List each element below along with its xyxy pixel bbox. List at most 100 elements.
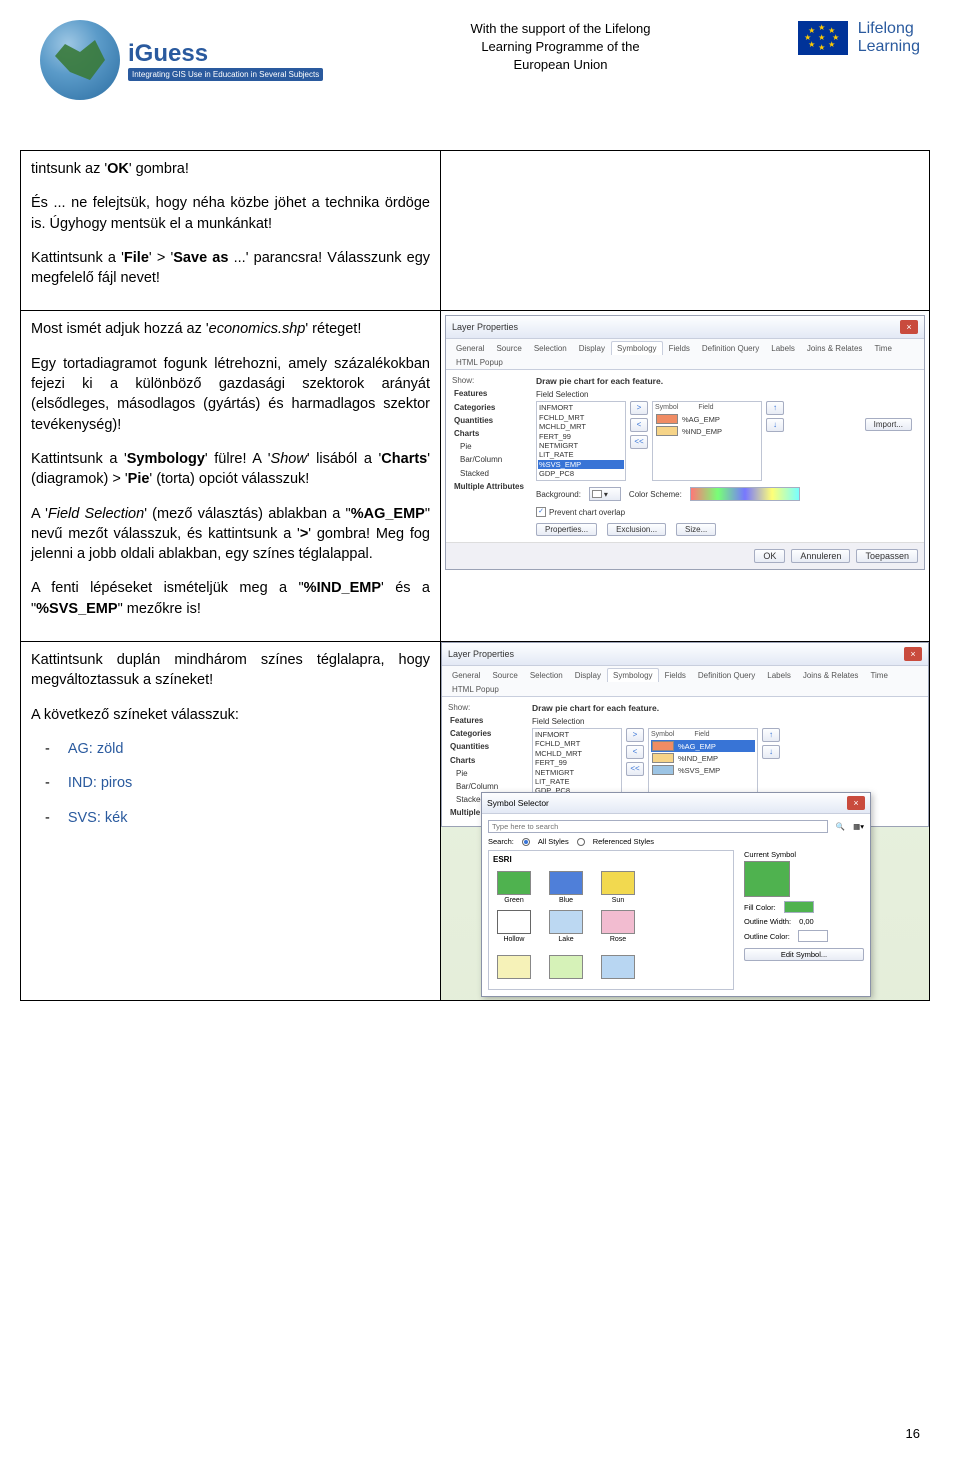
remove-field-button[interactable]: < <box>626 745 644 759</box>
field-item[interactable]: GDP_PC8 <box>538 469 624 478</box>
field-item[interactable]: INFMORT <box>538 403 624 412</box>
move-up-button[interactable]: ↑ <box>766 401 784 415</box>
dialog-footer-button[interactable]: Toepassen <box>856 549 918 563</box>
tab-definition-query[interactable]: Definition Query <box>696 341 765 355</box>
field-item[interactable]: MCHLD_MRT <box>534 749 620 758</box>
show-item[interactable]: Pie <box>452 440 530 453</box>
outline-color-button[interactable] <box>798 930 828 942</box>
search-input[interactable] <box>488 820 828 833</box>
show-item[interactable]: Quantities <box>448 740 526 753</box>
show-item[interactable]: Categories <box>448 727 526 740</box>
show-item[interactable]: Stacked <box>452 467 530 480</box>
show-item[interactable]: Bar/Column <box>452 453 530 466</box>
field-item[interactable]: FERT_99 <box>538 432 624 441</box>
close-icon[interactable]: × <box>847 796 865 810</box>
edit-symbol-button[interactable]: Edit Symbol... <box>744 948 864 961</box>
tab-labels[interactable]: Labels <box>765 341 801 355</box>
field-item[interactable]: %SVS_EMP <box>538 460 624 469</box>
dialog-footer-button[interactable]: Annuleren <box>791 549 850 563</box>
tab-fields[interactable]: Fields <box>659 668 692 682</box>
show-item[interactable]: Features <box>452 387 530 400</box>
ref-styles-radio[interactable] <box>577 838 585 846</box>
dialog-button[interactable]: Size... <box>676 523 716 536</box>
show-item[interactable]: Charts <box>448 754 526 767</box>
close-icon[interactable]: × <box>904 647 922 661</box>
field-list[interactable]: INFMORTFCHLD_MRTMCHLD_MRTFERT_99NETMIGRT… <box>536 401 626 481</box>
move-down-button[interactable]: ↓ <box>766 418 784 432</box>
all-styles-radio[interactable] <box>522 838 530 846</box>
dialog-footer-button[interactable]: OK <box>754 549 785 563</box>
color-scheme-select[interactable] <box>690 487 800 501</box>
background-color-button[interactable]: ▾ <box>589 487 621 501</box>
tab-selection[interactable]: Selection <box>528 341 573 355</box>
swatch-item[interactable]: Lake <box>545 910 587 943</box>
field-item[interactable]: FERT_99 <box>534 758 620 767</box>
symbol-item[interactable]: %IND_EMP <box>651 752 755 764</box>
tab-html-popup[interactable]: HTML Popup <box>450 355 509 369</box>
symbol-item[interactable]: %SVS_EMP <box>651 764 755 776</box>
swatch-item[interactable]: Hollow <box>493 910 535 943</box>
swatch-item[interactable]: Blue <box>545 871 587 904</box>
table-row: Most ismét adjuk hozzá az 'economics.shp… <box>20 310 930 641</box>
remove-field-button[interactable]: < <box>630 418 648 432</box>
dialog-titlebar[interactable]: Symbol Selector × <box>482 793 870 814</box>
prevent-overlap-checkbox[interactable]: ✓ <box>536 507 546 517</box>
tab-time[interactable]: Time <box>864 668 893 682</box>
tab-joins-relates[interactable]: Joins & Relates <box>801 341 869 355</box>
tab-general[interactable]: General <box>450 341 490 355</box>
tab-fields[interactable]: Fields <box>663 341 696 355</box>
swatch-item[interactable]: Sun <box>597 871 639 904</box>
move-down-button[interactable]: ↓ <box>762 745 780 759</box>
tab-display[interactable]: Display <box>573 341 611 355</box>
tab-symbology[interactable]: Symbology <box>607 668 659 682</box>
show-item[interactable]: Features <box>448 714 526 727</box>
outline-width-value[interactable]: 0,00 <box>799 917 814 926</box>
tab-joins-relates[interactable]: Joins & Relates <box>797 668 865 682</box>
show-item[interactable]: Categories <box>452 401 530 414</box>
close-icon[interactable]: × <box>900 320 918 334</box>
show-list[interactable]: FeaturesCategoriesQuantitiesChartsPieBar… <box>452 387 530 493</box>
add-field-button[interactable]: > <box>626 728 644 742</box>
show-item[interactable]: Charts <box>452 427 530 440</box>
tab-general[interactable]: General <box>446 668 486 682</box>
tab-labels[interactable]: Labels <box>761 668 797 682</box>
field-item[interactable]: NETMIGRT <box>538 441 624 450</box>
symbol-item[interactable]: %AG_EMP <box>651 740 755 752</box>
show-item[interactable]: Pie <box>448 767 526 780</box>
tab-html-popup[interactable]: HTML Popup <box>446 682 505 696</box>
tab-definition-query[interactable]: Definition Query <box>692 668 761 682</box>
import-button[interactable]: Import... <box>865 418 912 431</box>
remove-all-button[interactable]: << <box>626 762 644 776</box>
field-item[interactable]: INFMORT <box>534 730 620 739</box>
field-item[interactable]: ENER_USE9 <box>538 478 624 481</box>
tab-display[interactable]: Display <box>569 668 607 682</box>
remove-all-button[interactable]: << <box>630 435 648 449</box>
search-icon[interactable]: 🔍 <box>836 822 845 831</box>
swatch-item[interactable]: Rose <box>597 910 639 943</box>
swatch-item[interactable]: Green <box>493 871 535 904</box>
dialog-titlebar[interactable]: Layer Properties × <box>446 316 924 339</box>
field-item[interactable]: LIT_RATE <box>534 777 620 786</box>
symbol-item[interactable]: %AG_EMP <box>655 413 759 425</box>
show-item[interactable]: Quantities <box>452 414 530 427</box>
dialog-titlebar[interactable]: Layer Properties × <box>442 643 928 666</box>
symbol-list[interactable]: SymbolField %AG_EMP%IND_EMP <box>652 401 762 481</box>
field-item[interactable]: MCHLD_MRT <box>538 422 624 431</box>
options-icon[interactable]: ▦▾ <box>853 822 864 831</box>
tab-source[interactable]: Source <box>486 668 523 682</box>
field-item[interactable]: FCHLD_MRT <box>534 739 620 748</box>
add-field-button[interactable]: > <box>630 401 648 415</box>
symbol-item[interactable]: %IND_EMP <box>655 425 759 437</box>
dialog-button[interactable]: Exclusion... <box>607 523 666 536</box>
tab-source[interactable]: Source <box>490 341 527 355</box>
show-item[interactable]: Multiple Attributes <box>452 480 530 493</box>
tab-symbology[interactable]: Symbology <box>611 341 663 355</box>
tab-selection[interactable]: Selection <box>524 668 569 682</box>
field-item[interactable]: LIT_RATE <box>538 450 624 459</box>
tab-time[interactable]: Time <box>868 341 897 355</box>
field-item[interactable]: NETMIGRT <box>534 768 620 777</box>
fill-color-button[interactable] <box>784 901 814 913</box>
move-up-button[interactable]: ↑ <box>762 728 780 742</box>
field-item[interactable]: FCHLD_MRT <box>538 413 624 422</box>
dialog-button[interactable]: Properties... <box>536 523 597 536</box>
